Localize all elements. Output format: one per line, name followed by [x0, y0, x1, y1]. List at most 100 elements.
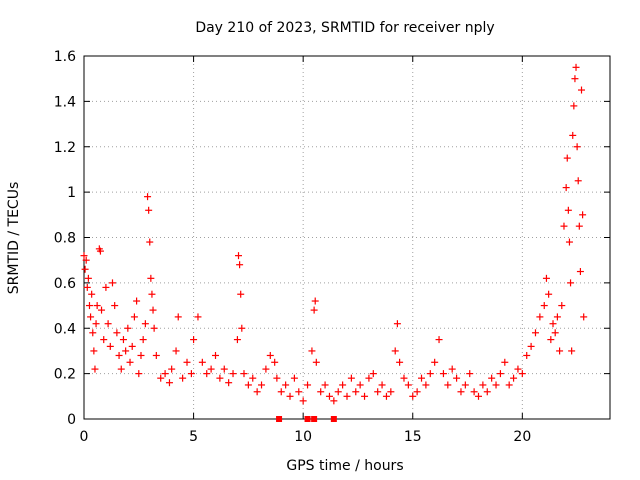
data-point — [194, 313, 202, 321]
data-point — [240, 370, 248, 378]
data-point — [527, 342, 535, 350]
data-point — [435, 336, 443, 344]
data-point — [431, 358, 439, 366]
data-point — [236, 261, 244, 269]
data-point — [124, 324, 132, 332]
data-point — [418, 374, 426, 382]
data-point — [149, 306, 157, 314]
data-point — [393, 320, 401, 328]
data-point — [361, 392, 369, 400]
data-point — [444, 381, 452, 389]
data-point — [439, 370, 447, 378]
data-point — [183, 358, 191, 366]
data-point — [304, 381, 312, 389]
data-point — [122, 347, 130, 355]
data-point — [93, 302, 101, 310]
data-point — [549, 320, 557, 328]
data-point — [85, 302, 93, 310]
data-point — [80, 252, 88, 260]
baseline-marker — [330, 416, 337, 422]
data-point — [150, 324, 158, 332]
data-point — [96, 247, 104, 255]
data-point — [317, 388, 325, 396]
data-point — [168, 365, 176, 373]
x-tick-label: 5 — [189, 429, 198, 445]
data-point — [311, 297, 319, 305]
data-point — [233, 336, 241, 344]
data-point — [100, 336, 108, 344]
data-point — [119, 336, 127, 344]
data-point — [253, 388, 261, 396]
y-tick-label: 0.8 — [54, 231, 76, 247]
data-point — [547, 336, 555, 344]
data-point — [145, 206, 153, 214]
data-point — [378, 381, 386, 389]
data-point — [334, 388, 342, 396]
data-point — [237, 290, 245, 298]
data-point — [104, 320, 112, 328]
data-point — [391, 347, 399, 355]
data-point — [387, 388, 395, 396]
data-point — [88, 290, 96, 298]
data-point — [152, 351, 160, 359]
data-point — [220, 365, 228, 373]
data-point — [514, 365, 522, 373]
data-point — [91, 365, 99, 373]
data-point — [174, 313, 182, 321]
x-axis-label: GPS time / hours — [286, 458, 403, 474]
data-point — [83, 283, 91, 291]
data-point — [81, 265, 89, 273]
data-point — [325, 392, 333, 400]
data-point — [330, 397, 338, 405]
data-point — [139, 336, 147, 344]
y-tick-label: 1 — [67, 185, 76, 201]
data-point — [249, 374, 257, 382]
data-point — [563, 154, 571, 162]
data-point — [148, 290, 156, 298]
data-point — [258, 381, 266, 389]
data-point — [553, 313, 561, 321]
data-point — [505, 381, 513, 389]
data-point — [128, 342, 136, 350]
data-point — [90, 347, 98, 355]
data-point — [501, 358, 509, 366]
data-point — [212, 351, 219, 359]
data-point — [570, 102, 578, 110]
data-point — [568, 347, 576, 355]
data-point — [87, 313, 95, 321]
data-point — [369, 370, 377, 378]
data-point — [126, 358, 134, 366]
baseline-marker — [304, 416, 311, 422]
data-point — [144, 193, 152, 201]
data-point — [98, 306, 106, 314]
axes: 0 0.2 0.4 0.6 0.8 1 1.2 1.4 1.6 0 5 10 15 20 — [54, 49, 610, 445]
data-point — [82, 256, 90, 264]
data-point — [551, 329, 559, 337]
data-point — [567, 279, 575, 287]
data-point — [198, 358, 206, 366]
baseline-markers — [276, 416, 337, 422]
data-point — [579, 211, 587, 219]
data-point — [115, 351, 123, 359]
data-point — [157, 374, 165, 382]
data-point — [266, 351, 274, 359]
data-point — [413, 388, 421, 396]
y-tick-label: 1.4 — [54, 94, 76, 110]
data-point — [286, 392, 294, 400]
data-point — [352, 388, 360, 396]
data-point — [108, 279, 116, 287]
data-point — [179, 374, 187, 382]
x-tick-label: 15 — [404, 429, 422, 445]
y-tick-label: 1.2 — [54, 140, 76, 156]
data-point — [556, 347, 564, 355]
data-point — [542, 274, 550, 282]
baseline-marker — [276, 416, 283, 422]
data-point — [295, 388, 303, 396]
data-point — [89, 329, 97, 337]
data-point — [569, 131, 577, 139]
data-point — [229, 370, 237, 378]
data-point — [277, 388, 285, 396]
chart-title: Day 210 of 2023, SRMTID for receiver npl… — [195, 20, 494, 36]
data-point — [488, 374, 496, 382]
